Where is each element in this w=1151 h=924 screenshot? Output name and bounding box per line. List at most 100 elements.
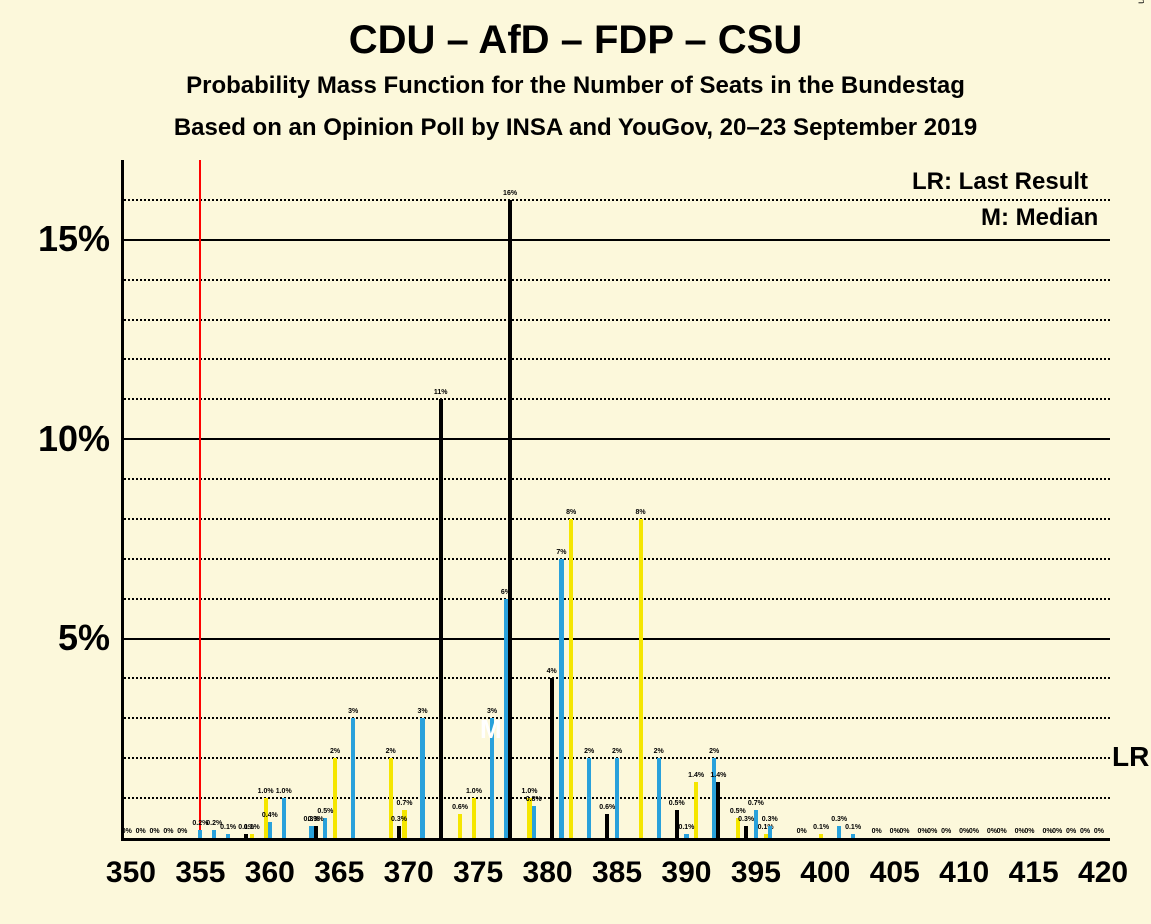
bar-label: 1.4% xyxy=(706,772,730,779)
chart-subtitle-2: Based on an Opinion Poll by INSA and You… xyxy=(0,114,1151,142)
bar-label: 0.5% xyxy=(665,800,689,807)
threshold-line xyxy=(199,160,201,838)
x-tick-label: 380 xyxy=(513,856,583,890)
grid-minor xyxy=(124,478,1110,480)
bar-label: 11% xyxy=(429,389,453,396)
grid-minor xyxy=(124,398,1110,400)
x-tick-label: 385 xyxy=(582,856,652,890)
bar-yellow xyxy=(389,758,393,838)
bar-label: 7% xyxy=(549,549,573,556)
bar-label: 2% xyxy=(702,748,726,755)
bar-label: 0% xyxy=(911,828,935,835)
x-tick-label: 405 xyxy=(860,856,930,890)
bar-label: 3% xyxy=(341,708,365,715)
bar-label: 2% xyxy=(379,748,403,755)
x-tick-label: 350 xyxy=(96,856,166,890)
grid-minor xyxy=(124,199,1110,201)
bar-label: 3% xyxy=(411,708,435,715)
bar-black xyxy=(508,200,512,838)
y-tick-label: 5% xyxy=(0,617,110,659)
lr-marker: LR xyxy=(1112,741,1149,773)
bar-label: 2% xyxy=(605,748,629,755)
bar-label: 0.3% xyxy=(304,816,328,823)
bar-blue xyxy=(282,798,286,838)
bar-black xyxy=(605,814,609,838)
bar-label: 0.1% xyxy=(841,824,865,831)
bar-yellow xyxy=(819,834,823,838)
x-tick-label: 360 xyxy=(235,856,305,890)
grid-minor xyxy=(124,358,1110,360)
bar-label: 0% xyxy=(1036,828,1060,835)
bar-blue xyxy=(684,834,688,838)
bar-black xyxy=(397,826,401,838)
bar-label: 1.4% xyxy=(684,772,708,779)
bar-label: 0% xyxy=(1008,828,1032,835)
bar-label: 0.6% xyxy=(595,804,619,811)
bar-label: 6% xyxy=(494,589,518,596)
bar-blue xyxy=(420,718,424,838)
plot-area: 5%10%15%35035536036537037538038539039540… xyxy=(124,160,1110,838)
grid-minor xyxy=(124,598,1110,600)
bar-yellow xyxy=(569,519,573,838)
bar-label: 0.7% xyxy=(744,800,768,807)
bar-black xyxy=(744,826,748,838)
bar-label: 16% xyxy=(498,190,522,197)
bar-yellow xyxy=(639,519,643,838)
grid-minor xyxy=(124,319,1110,321)
bar-label: 0.8% xyxy=(522,796,546,803)
bar-yellow xyxy=(250,834,254,838)
bar-black xyxy=(716,782,720,838)
x-tick-label: 375 xyxy=(443,856,513,890)
bar-label: 1.0% xyxy=(462,788,486,795)
bar-label: 2% xyxy=(323,748,347,755)
bar-blue xyxy=(351,718,355,838)
bar-blue xyxy=(532,806,536,838)
bar-blue xyxy=(754,810,758,838)
bar-label: 0% xyxy=(1087,828,1111,835)
y-tick-label: 10% xyxy=(0,418,110,460)
bar-blue xyxy=(198,830,202,838)
bar-label: 0.3% xyxy=(734,816,758,823)
bar-label: 1.0% xyxy=(272,788,296,795)
bar-label: 0% xyxy=(170,828,194,835)
bar-label: 8% xyxy=(559,509,583,516)
bar-black xyxy=(244,834,248,838)
bar-blue xyxy=(268,822,272,838)
x-tick-label: 415 xyxy=(999,856,1069,890)
grid-minor xyxy=(124,279,1110,281)
bar-label: 0.5% xyxy=(726,808,750,815)
bar-blue xyxy=(212,830,216,838)
grid-major xyxy=(124,638,1110,640)
copyright-text: © 2021 Filip van Laenen xyxy=(1136,0,1147,4)
grid-major xyxy=(124,239,1110,241)
bar-label: 0% xyxy=(952,828,976,835)
bar-blue xyxy=(587,758,591,838)
grid-minor xyxy=(124,558,1110,560)
bar-label: 0.6% xyxy=(448,804,472,811)
bar-black xyxy=(675,810,679,838)
bar-black xyxy=(550,678,554,838)
bar-blue xyxy=(226,834,230,838)
y-axis xyxy=(121,160,124,841)
chart-canvas: © 2021 Filip van Laenen CDU – AfD – FDP … xyxy=(0,0,1151,924)
x-tick-label: 395 xyxy=(721,856,791,890)
chart-subtitle-1: Probability Mass Function for the Number… xyxy=(0,72,1151,100)
bar-label: 0.7% xyxy=(393,800,417,807)
bar-blue xyxy=(768,826,772,838)
bar-label: 2% xyxy=(647,748,671,755)
bar-label: 0.4% xyxy=(258,812,282,819)
bar-label: 0% xyxy=(980,828,1004,835)
median-marker: M xyxy=(480,714,502,745)
bar-label: 0.3% xyxy=(387,816,411,823)
bar-yellow xyxy=(472,798,476,838)
bar-yellow xyxy=(333,758,337,838)
x-tick-label: 390 xyxy=(651,856,721,890)
bar-blue xyxy=(615,758,619,838)
grid-minor xyxy=(124,677,1110,679)
bar-black xyxy=(439,399,443,838)
bar-blue xyxy=(559,559,563,838)
bar-label: 1.0% xyxy=(518,788,542,795)
bar-yellow xyxy=(458,814,462,838)
bar-label: 0.3% xyxy=(758,816,782,823)
bar-label: 2% xyxy=(577,748,601,755)
